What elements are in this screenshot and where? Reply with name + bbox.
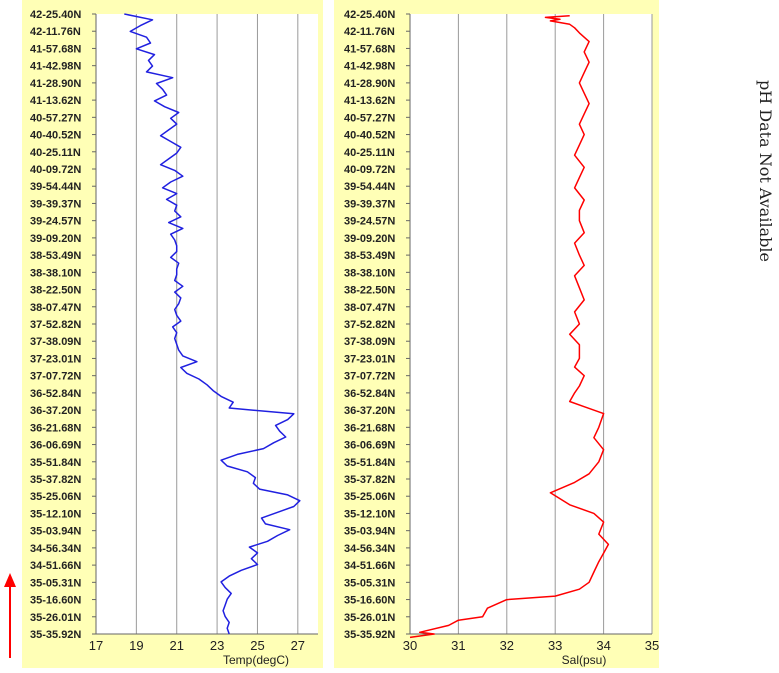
y-tick-label: 40-25.11N [30,147,81,159]
y-tick-label: 35-25.06N [344,491,395,503]
y-tick-label: 38-53.49N [344,250,395,262]
y-tick-label: 40-57.27N [344,112,395,124]
x-axis-label: Temp(degC) [223,653,289,667]
y-tick-label: 38-22.50N [344,285,395,297]
y-tick-label: 35-03.94N [344,526,395,538]
salinity-chart: 42-25.40N 42-11.76N 41-57.68N 41-42.98N 41-2… [344,9,659,667]
x-tick-label: 35 [645,638,659,653]
x-axis-label: Sal(psu) [562,653,607,667]
x-tick-label: 17 [89,638,103,653]
y-tick-label: 39-24.57N [344,216,395,228]
y-tick-label: 35-35.92N [30,629,81,641]
x-tick-label: 27 [291,638,305,653]
y-tick-label: 36-37.20N [30,405,81,417]
y-tick-label: 39-24.57N [30,216,81,228]
y-tick-label: 41-28.90N [30,78,81,90]
x-tick-label: 34 [596,638,610,653]
y-tick-label: 37-07.72N [344,371,395,383]
y-tick-label: 38-07.47N [30,302,81,314]
y-tick-label: 41-57.68N [344,43,395,55]
ph-unavailable-note: pH Data Not Available [756,80,775,262]
y-tick-label: 36-06.69N [344,440,395,452]
y-tick-label: 38-22.50N [30,285,81,297]
x-tick-label: 25 [250,638,264,653]
y-tick-label: 35-51.84N [344,457,395,469]
y-tick-label: 35-05.31N [344,577,395,589]
y-tick-label: 38-07.47N [344,302,395,314]
y-tick-label: 35-37.82N [30,474,81,486]
x-tick-label: 32 [500,638,514,653]
x-tick-label: 30 [403,638,417,653]
y-tick-label: 38-53.49N [30,250,81,262]
y-tick-label: 36-37.20N [344,405,395,417]
y-tick-label: 42-11.76N [30,26,81,38]
direction-arrow-icon [4,573,16,658]
y-tick-label: 40-40.52N [344,130,395,142]
y-tick-label: 40-25.11N [344,147,395,159]
y-tick-label: 37-52.82N [344,319,395,331]
y-tick-label: 38-38.10N [344,267,395,279]
y-tick-label: 40-09.72N [344,164,395,176]
y-tick-label: 34-56.34N [30,543,81,555]
y-tick-label: 36-21.68N [344,422,395,434]
y-tick-label: 35-26.01N [344,612,395,624]
y-tick-label: 37-23.01N [30,353,81,365]
y-tick-label: 36-21.68N [30,422,81,434]
y-tick-label: 37-07.72N [30,371,81,383]
y-tick-label: 41-57.68N [30,43,81,55]
y-tick-label: 37-38.09N [344,336,395,348]
x-tick-label: 33 [548,638,562,653]
y-tick-label: 35-12.10N [344,508,395,520]
y-tick-label: 35-37.82N [344,474,395,486]
y-tick-label: 41-13.62N [344,95,395,107]
y-tick-label: 41-42.98N [344,61,395,73]
y-tick-label: 35-26.01N [30,612,81,624]
temperature-chart-panel: 42-25.40N 42-11.76N 41-57.68N 41-42.98N 41-2… [22,0,323,668]
y-tick-label: 36-52.84N [344,388,395,400]
plot-area [410,14,652,634]
y-tick-label: 35-35.92N [344,629,395,641]
y-tick-label: 36-52.84N [30,388,81,400]
y-tick-label: 42-25.40N [344,9,395,21]
salinity-chart-panel: 42-25.40N 42-11.76N 41-57.68N 41-42.98N 41-2… [334,0,659,668]
salinity-series-line [409,14,610,639]
y-tick-label: 39-54.44N [30,181,81,193]
y-tick-label: 35-16.60N [344,595,395,607]
x-tick-label: 19 [129,638,143,653]
y-tick-label: 38-38.10N [30,267,81,279]
temperature-series-line [124,13,301,635]
y-tick-label: 35-03.94N [30,526,81,538]
y-tick-label: 35-51.84N [30,457,81,469]
y-tick-label: 39-09.20N [30,233,81,245]
y-tick-label: 34-51.66N [30,560,81,572]
temperature-chart: 42-25.40N 42-11.76N 41-57.68N 41-42.98N 41-2… [30,9,318,667]
y-tick-label: 39-54.44N [344,181,395,193]
y-tick-label: 39-39.37N [30,198,81,210]
y-tick-label: 37-23.01N [344,353,395,365]
y-tick-label: 41-13.62N [30,95,81,107]
y-tick-label: 41-28.90N [344,78,395,90]
x-tick-label: 23 [210,638,224,653]
y-tick-label: 41-42.98N [30,61,81,73]
y-tick-label: 35-12.10N [30,508,81,520]
y-tick-label: 35-05.31N [30,577,81,589]
y-tick-label: 35-25.06N [30,491,81,503]
y-tick-label: 42-25.40N [30,9,81,21]
y-tick-label: 40-09.72N [30,164,81,176]
y-tick-label: 37-38.09N [30,336,81,348]
y-tick-label: 42-11.76N [344,26,395,38]
y-tick-label: 36-06.69N [30,440,81,452]
y-tick-label: 39-09.20N [344,233,395,245]
y-tick-label: 40-40.52N [30,130,81,142]
y-tick-label: 34-56.34N [344,543,395,555]
y-tick-label: 40-57.27N [30,112,81,124]
plot-area [96,14,318,634]
y-tick-label: 37-52.82N [30,319,81,331]
y-tick-label: 35-16.60N [30,595,81,607]
y-tick-label: 34-51.66N [344,560,395,572]
x-tick-label: 31 [451,638,465,653]
x-tick-label: 21 [169,638,183,653]
y-tick-label: 39-39.37N [344,198,395,210]
